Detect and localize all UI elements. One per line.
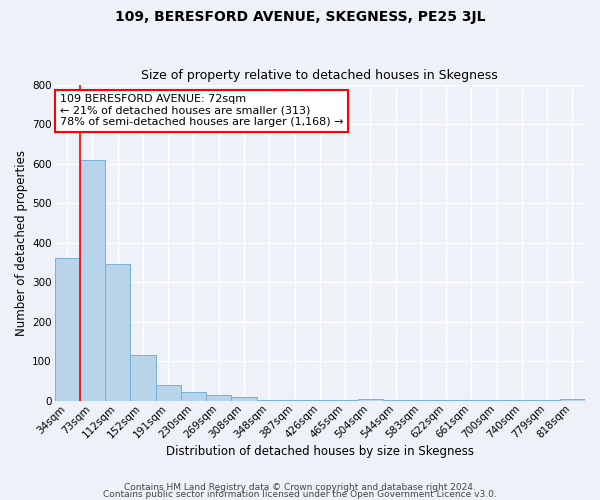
Bar xyxy=(358,398,383,400)
Text: 109 BERESFORD AVENUE: 72sqm
← 21% of detached houses are smaller (313)
78% of se: 109 BERESFORD AVENUE: 72sqm ← 21% of det… xyxy=(60,94,343,127)
X-axis label: Distribution of detached houses by size in Skegness: Distribution of detached houses by size … xyxy=(166,444,474,458)
Bar xyxy=(560,398,585,400)
Bar xyxy=(130,356,155,401)
Bar xyxy=(181,392,206,400)
Bar xyxy=(206,395,232,400)
Text: Contains HM Land Registry data © Crown copyright and database right 2024.: Contains HM Land Registry data © Crown c… xyxy=(124,484,476,492)
Text: Contains public sector information licensed under the Open Government Licence v3: Contains public sector information licen… xyxy=(103,490,497,499)
Y-axis label: Number of detached properties: Number of detached properties xyxy=(15,150,28,336)
Bar xyxy=(232,396,257,400)
Bar xyxy=(55,258,80,400)
Text: 109, BERESFORD AVENUE, SKEGNESS, PE25 3JL: 109, BERESFORD AVENUE, SKEGNESS, PE25 3J… xyxy=(115,10,485,24)
Bar xyxy=(80,160,105,400)
Bar xyxy=(155,385,181,400)
Title: Size of property relative to detached houses in Skegness: Size of property relative to detached ho… xyxy=(142,69,498,82)
Bar xyxy=(105,264,130,400)
